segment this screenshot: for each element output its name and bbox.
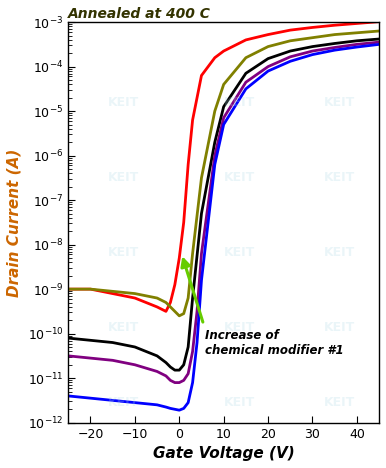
Text: KEIT: KEIT — [324, 321, 355, 334]
Y-axis label: Drain Current (A): Drain Current (A) — [7, 148, 22, 297]
Text: Increase of
chemical modifier #1: Increase of chemical modifier #1 — [205, 329, 344, 357]
Text: KEIT: KEIT — [224, 321, 255, 334]
Text: KEIT: KEIT — [224, 171, 255, 184]
Text: KEIT: KEIT — [324, 246, 355, 259]
Text: KEIT: KEIT — [224, 96, 255, 110]
Text: KEIT: KEIT — [324, 96, 355, 110]
Text: KEIT: KEIT — [108, 321, 139, 334]
Text: KEIT: KEIT — [224, 246, 255, 259]
Text: KEIT: KEIT — [108, 396, 139, 409]
Text: KEIT: KEIT — [324, 171, 355, 184]
Text: KEIT: KEIT — [108, 96, 139, 110]
Text: Annealed at 400 C: Annealed at 400 C — [68, 7, 211, 21]
X-axis label: Gate Voltage (V): Gate Voltage (V) — [153, 446, 295, 461]
Text: KEIT: KEIT — [108, 171, 139, 184]
Text: KEIT: KEIT — [324, 396, 355, 409]
Text: KEIT: KEIT — [108, 246, 139, 259]
Text: KEIT: KEIT — [224, 396, 255, 409]
